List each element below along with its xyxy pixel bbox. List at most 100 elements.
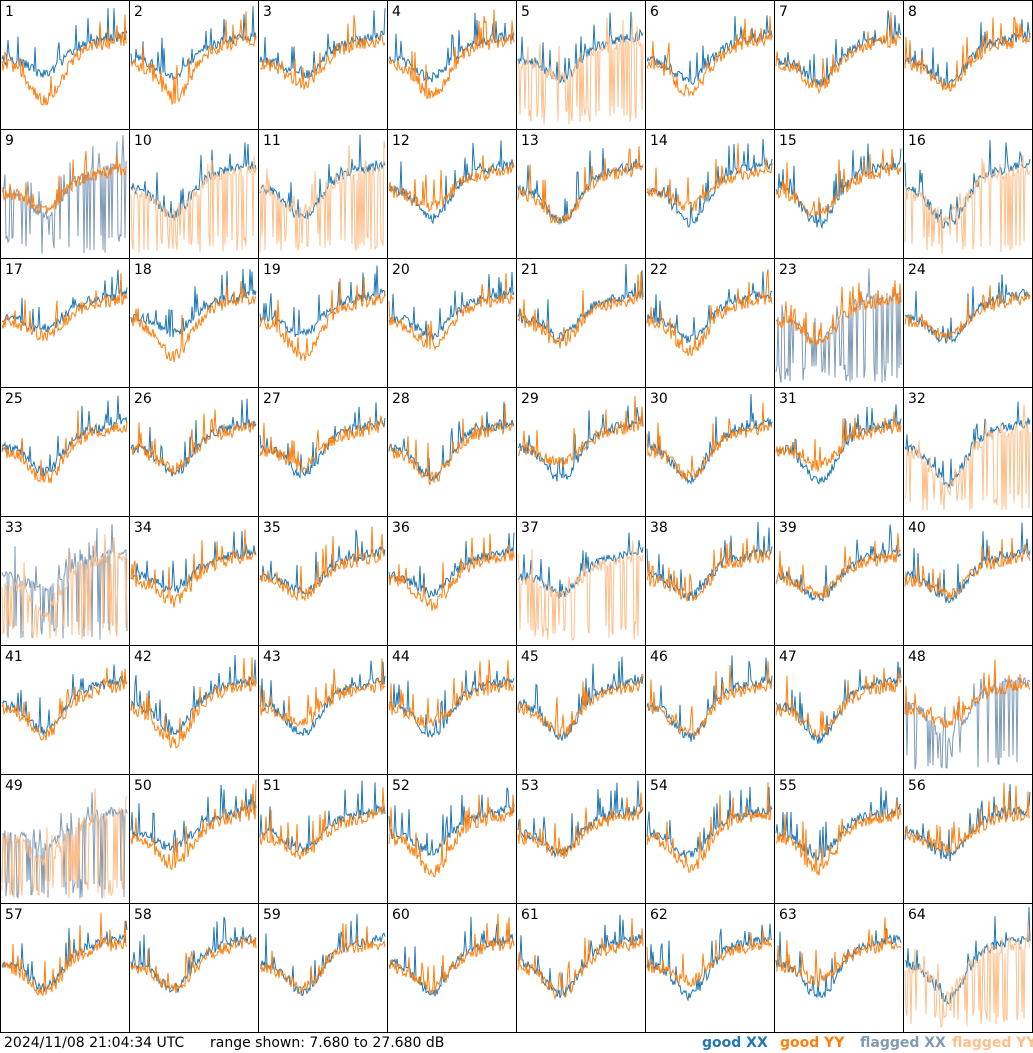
panel-label: 54 [650, 778, 668, 794]
panel: 29 [516, 387, 646, 517]
panel: 55 [774, 774, 904, 904]
spectrum-trace [517, 780, 644, 859]
spectrum-trace [646, 16, 773, 98]
panel-label: 28 [392, 391, 410, 407]
panel: 33 [0, 516, 130, 646]
panel-label: 45 [521, 649, 539, 665]
spectrum-trace [388, 140, 515, 225]
panel: 60 [387, 903, 517, 1033]
panel-label: 26 [134, 391, 152, 407]
panel-label: 24 [908, 262, 926, 278]
spectrum-trace [1, 920, 128, 993]
panel-label: 43 [263, 649, 281, 665]
spectrum-trace [517, 792, 644, 859]
spectrum-trace [130, 784, 257, 853]
spectrum-trace [517, 16, 644, 125]
spectrum-trace [775, 404, 902, 485]
spectrum-trace [388, 403, 515, 486]
panel: 45 [516, 645, 646, 775]
spectrum-trace [259, 660, 386, 736]
panel-frame [903, 645, 1033, 775]
spectrum-trace [1, 792, 128, 899]
panel-label: 15 [779, 133, 797, 149]
panel: 58 [129, 903, 259, 1033]
panel-label: 2 [134, 4, 143, 20]
spectrum-trace [1, 14, 128, 106]
panel-label: 62 [650, 907, 668, 923]
panel: 7 [774, 0, 904, 130]
legend-entry: good XX [702, 1035, 768, 1051]
spectrum-trace [517, 673, 644, 739]
panel-label: 9 [5, 133, 14, 149]
panel-label: 33 [5, 520, 23, 536]
spectrum-trace [130, 281, 257, 363]
panel: 42 [129, 645, 259, 775]
panel: 1 [0, 0, 130, 130]
panel-frame [516, 774, 646, 904]
panel-label: 1 [5, 4, 14, 20]
spectrum-trace [775, 12, 902, 95]
spectrum-trace [259, 787, 386, 860]
panel-label: 11 [263, 133, 281, 149]
panel-label: 23 [779, 262, 797, 278]
spectrum-trace [904, 537, 1031, 600]
legend-entry: flagged XX [860, 1035, 946, 1051]
panel: 28 [387, 387, 517, 517]
spectrum-trace [775, 280, 902, 348]
panel: 30 [645, 387, 775, 517]
panel: 43 [258, 645, 388, 775]
panel-label: 6 [650, 4, 659, 20]
panel: 14 [645, 129, 775, 259]
panel: 51 [258, 774, 388, 904]
spectrum-trace [646, 402, 773, 482]
panel-label: 52 [392, 778, 410, 794]
panel-label: 34 [134, 520, 152, 536]
range-text: range shown: 7.680 to 27.680 dB [210, 1035, 444, 1051]
spectrum-trace [259, 276, 386, 361]
spectrum-trace [1, 8, 128, 78]
spectrum-trace [904, 919, 1031, 1029]
panel-label: 32 [908, 391, 926, 407]
spectrum-trace [1, 273, 128, 342]
panel: 9 [0, 129, 130, 259]
spectrum-trace [130, 409, 257, 476]
spectrum-trace [517, 263, 644, 343]
panel-label: 55 [779, 778, 797, 794]
panel: 47 [774, 645, 904, 775]
spectrum-trace [1, 667, 128, 741]
timestamp: 2024/11/08 21:04:34 UTC [4, 1035, 184, 1051]
panel-label: 61 [521, 907, 539, 923]
panel-label: 47 [779, 649, 797, 665]
spectrum-trace [517, 395, 644, 468]
panel-label: 50 [134, 778, 152, 794]
panel: 22 [645, 258, 775, 388]
panel-label: 41 [5, 649, 23, 665]
panel: 48 [903, 645, 1033, 775]
panel: 25 [0, 387, 130, 517]
panel-frame [774, 903, 904, 1033]
spectrum-trace [646, 538, 773, 602]
panel-frame [387, 774, 517, 904]
panel-label: 53 [521, 778, 539, 794]
panel-label: 46 [650, 649, 668, 665]
spectrum-trace [517, 532, 644, 599]
panel-label: 60 [392, 907, 410, 923]
panel: 41 [0, 645, 130, 775]
panel-label: 57 [5, 907, 23, 923]
spectrum-trace [904, 285, 1031, 342]
panel-label: 29 [521, 391, 539, 407]
panel-label: 58 [134, 907, 152, 923]
spectrum-trace [646, 782, 773, 874]
panel-label: 40 [908, 520, 926, 536]
panel-label: 63 [779, 907, 797, 923]
panel: 16 [903, 129, 1033, 259]
panel-label: 39 [779, 520, 797, 536]
panel-label: 16 [908, 133, 926, 149]
spectrum-trace [259, 265, 386, 337]
panel: 39 [774, 516, 904, 646]
spectrum-trace [775, 411, 902, 472]
spectrum-trace [775, 148, 902, 219]
panel-frame [387, 0, 517, 130]
panel: 8 [903, 0, 1033, 130]
